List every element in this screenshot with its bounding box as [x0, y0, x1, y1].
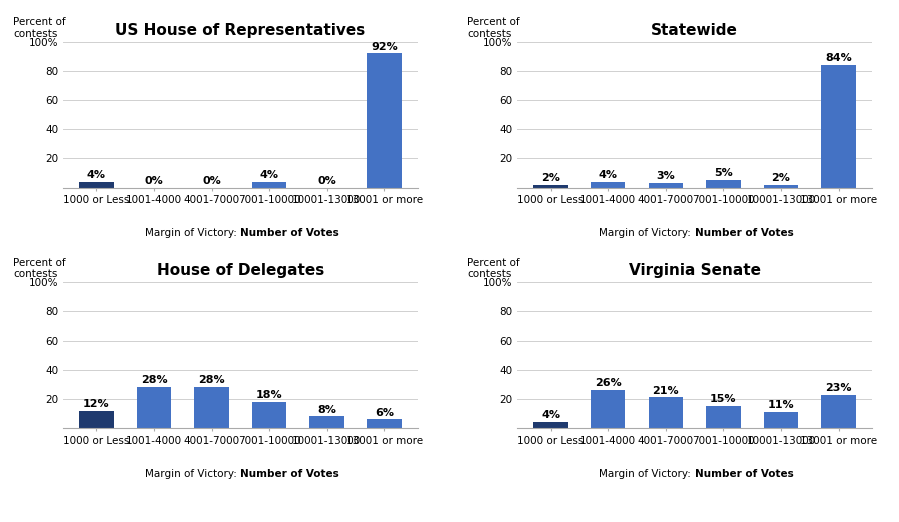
- Text: 23%: 23%: [825, 383, 852, 393]
- Text: Percent of
contests: Percent of contests: [467, 258, 521, 279]
- Bar: [591, 182, 626, 187]
- Text: Number of Votes: Number of Votes: [695, 469, 793, 479]
- Text: Percent of
contests: Percent of contests: [13, 258, 66, 279]
- Bar: [706, 180, 741, 187]
- Bar: [252, 402, 287, 428]
- Bar: [79, 410, 113, 428]
- Bar: [252, 182, 287, 187]
- Text: 26%: 26%: [595, 378, 621, 388]
- Bar: [367, 53, 402, 187]
- Text: 15%: 15%: [710, 395, 736, 405]
- Bar: [137, 387, 171, 428]
- Text: 4%: 4%: [599, 170, 618, 180]
- Text: 11%: 11%: [768, 400, 795, 410]
- Text: 28%: 28%: [199, 375, 225, 385]
- Text: Percent of
contests: Percent of contests: [13, 17, 66, 39]
- Bar: [648, 183, 683, 187]
- Text: 21%: 21%: [653, 386, 679, 396]
- Bar: [533, 185, 568, 187]
- Title: Statewide: Statewide: [651, 23, 738, 38]
- Text: 0%: 0%: [202, 176, 221, 186]
- Bar: [822, 65, 856, 187]
- Title: Virginia Senate: Virginia Senate: [628, 263, 761, 278]
- Text: 2%: 2%: [771, 173, 790, 183]
- Bar: [648, 397, 683, 428]
- Bar: [309, 417, 344, 428]
- Bar: [764, 185, 798, 187]
- Title: US House of Representatives: US House of Representatives: [115, 23, 366, 38]
- Text: 84%: 84%: [825, 53, 852, 63]
- Text: Number of Votes: Number of Votes: [240, 469, 339, 479]
- Text: Number of Votes: Number of Votes: [695, 228, 793, 239]
- Text: Margin of Victory:: Margin of Victory:: [146, 228, 240, 239]
- Bar: [533, 422, 568, 428]
- Bar: [591, 390, 626, 428]
- Text: 4%: 4%: [260, 170, 279, 180]
- Text: 18%: 18%: [256, 390, 282, 400]
- Text: Margin of Victory:: Margin of Victory:: [600, 469, 695, 479]
- Text: 4%: 4%: [87, 170, 106, 180]
- Text: 28%: 28%: [140, 375, 167, 385]
- Bar: [194, 387, 229, 428]
- Text: Percent of
contests: Percent of contests: [467, 17, 521, 39]
- Text: Margin of Victory:: Margin of Victory:: [600, 228, 695, 239]
- Text: 2%: 2%: [541, 173, 560, 183]
- Text: 0%: 0%: [317, 176, 336, 186]
- Bar: [822, 395, 856, 428]
- Text: 8%: 8%: [317, 405, 336, 414]
- Text: 5%: 5%: [714, 169, 733, 179]
- Bar: [79, 182, 113, 187]
- Text: 12%: 12%: [83, 399, 110, 409]
- Text: Number of Votes: Number of Votes: [240, 228, 339, 239]
- Bar: [367, 419, 402, 428]
- Text: Margin of Victory:: Margin of Victory:: [146, 469, 240, 479]
- Bar: [706, 406, 741, 428]
- Text: 0%: 0%: [145, 176, 164, 186]
- Bar: [764, 412, 798, 428]
- Text: 4%: 4%: [541, 410, 560, 420]
- Text: 3%: 3%: [656, 171, 675, 182]
- Title: House of Delegates: House of Delegates: [156, 263, 324, 278]
- Text: 92%: 92%: [371, 42, 397, 52]
- Text: 6%: 6%: [375, 408, 394, 418]
